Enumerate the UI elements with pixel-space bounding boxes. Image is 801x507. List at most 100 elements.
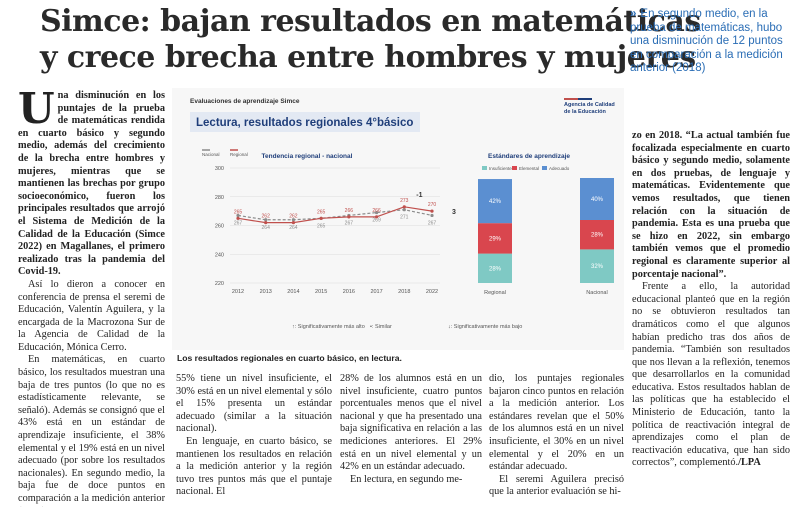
legend-label: Nacional (202, 152, 220, 157)
y-tick-label: 220 (215, 281, 224, 287)
x-tick-label: 2014 (287, 289, 299, 295)
x-tick-label: 2016 (343, 289, 355, 295)
y-tick-label: 280 (215, 195, 224, 201)
x-tick-label: 2012 (232, 289, 244, 295)
legend-swatch (542, 166, 547, 170)
lead-text: na disminución en los puntajes de la pru… (18, 90, 165, 278)
sidebar: » En segundo medio, en la prueba de matem… (630, 8, 783, 74)
trend-point (291, 221, 296, 225)
paragraph: El seremi Aguilera precisó que la anteri… (489, 473, 624, 498)
trend-point (264, 221, 268, 225)
paragraph: dio, los puntajes regionales bajaron cin… (489, 373, 624, 473)
data-label: 262 (262, 214, 271, 220)
logo-text: Agencia de Calidad de la Educación (564, 102, 615, 115)
trend-point (347, 215, 351, 219)
segment-label: 42% (489, 199, 502, 205)
paragraph: En matemáticas, en cuarto básico, los re… (18, 354, 165, 507)
sidebar-text: En segundo medio, en la prueba de matemá… (630, 8, 783, 74)
trend-point (402, 205, 406, 209)
paragraph: En lenguaje, en cuarto básico, se mantie… (176, 435, 332, 498)
data-label: 267 (234, 220, 243, 226)
paragraph: Frente a ello, la autoridad educacional … (632, 281, 790, 469)
trend-point (430, 213, 434, 218)
trend-line (237, 209, 433, 221)
paragraph: En lectura, en segundo me- (350, 473, 463, 485)
stack-segment (580, 178, 614, 220)
trend-line (237, 206, 433, 224)
column: 28% de los alumnos está en un nivel insu… (340, 373, 482, 507)
y-tick-label: 260 (215, 224, 224, 230)
figure-title: Lectura, resultados regionales 4°básico (196, 117, 413, 129)
segment-label: 29% (489, 236, 502, 242)
legend-label: Adecuado (549, 166, 570, 171)
category-label: Nacional (586, 290, 607, 296)
segment-label: 28% (591, 233, 604, 239)
x-tick-label: 2013 (260, 289, 272, 295)
x-tick-label: 2015 (315, 289, 327, 295)
data-label: 265 (234, 209, 243, 215)
plot: 220 240 260 280 300 2012 2013 2014 2015 2016 2017 2… (202, 149, 614, 330)
key-item: ↑: Significativamente más alto (292, 324, 365, 330)
data-label: 264 (262, 225, 271, 231)
drop-cap: U (18, 90, 55, 133)
x-tick-label: 2022 (426, 289, 438, 295)
data-label: 271 (400, 215, 409, 221)
segment-label: 28% (489, 266, 502, 272)
title-box (190, 112, 420, 132)
logo-mark (578, 98, 592, 100)
y-tick-label: 240 (215, 252, 224, 258)
trend-point (236, 213, 240, 218)
segment-label: 32% (591, 264, 604, 270)
stack-segment (478, 253, 512, 283)
trend-point (402, 208, 406, 212)
legend-swatch (482, 166, 487, 170)
key-item: ↓: Significativamente más bajo (448, 324, 522, 330)
data-label: 266 (345, 208, 354, 214)
legend-label: Regional (230, 152, 248, 157)
trend-point (236, 216, 240, 220)
annotation: 3 (452, 209, 456, 216)
stack-segment (478, 223, 512, 254)
data-label: 265 (317, 223, 326, 229)
logo: Agencia de Calidad de la Educación (564, 102, 615, 115)
data-label: 267 (345, 220, 354, 226)
trend-point (319, 216, 323, 220)
annotation: -1 (416, 192, 422, 199)
key-item: •: Similar (370, 324, 392, 330)
stack-segment (580, 220, 614, 250)
caption: Los resultados regionales en cuarto bási… (177, 353, 402, 363)
trend-point (430, 209, 434, 213)
paragraph: Así lo dieron a conocer en conferencia d… (18, 278, 165, 353)
segment-label: 40% (591, 197, 604, 203)
panel-title: Tendencia regional - nacional (262, 153, 353, 160)
headline: Simce: bajan resultados en matemáticas y… (40, 4, 701, 76)
data-label: 266 (372, 208, 381, 214)
headline-line: Simce: bajan resultados en matemáticas (40, 4, 701, 39)
stack-segment (478, 179, 512, 224)
data-label: 264 (289, 225, 298, 231)
headline-line: y crece brecha entre hombres y mujeres (40, 40, 696, 75)
panel-title: Estándares de aprendizaje (488, 153, 570, 160)
data-label: 267 (428, 220, 437, 226)
legend-label: Elemental (519, 166, 539, 171)
figure: Evaluaciones de aprendizaje Simce Lectur… (172, 88, 624, 350)
legend-label: Insuficiente (489, 166, 512, 171)
paragraph: 28% de los alumnos está en un nivel insu… (340, 373, 482, 473)
x-tick-label: 2018 (398, 289, 410, 295)
data-label: 270 (428, 202, 437, 208)
column: dio, los puntajes regionales bajaron cin… (489, 373, 624, 507)
x-tick-label: 2017 (370, 289, 382, 295)
stack-segment (580, 249, 614, 283)
trend-point (374, 215, 379, 219)
paragraph: zo en 2018. “La actual también fue focal… (632, 130, 790, 280)
paragraph: 55% tiene un nivel insuficiente, el 30% … (176, 373, 332, 435)
data-label: 262 (289, 214, 298, 220)
logo-mark (564, 98, 578, 100)
data-label: 269 (372, 218, 381, 224)
data-label: 273 (400, 198, 409, 204)
column: 55% tiene un nivel insuficiente, el 30% … (176, 373, 332, 507)
trend-point (374, 210, 379, 215)
figure-kicker: Evaluaciones de aprendizaje Simce (190, 98, 300, 105)
